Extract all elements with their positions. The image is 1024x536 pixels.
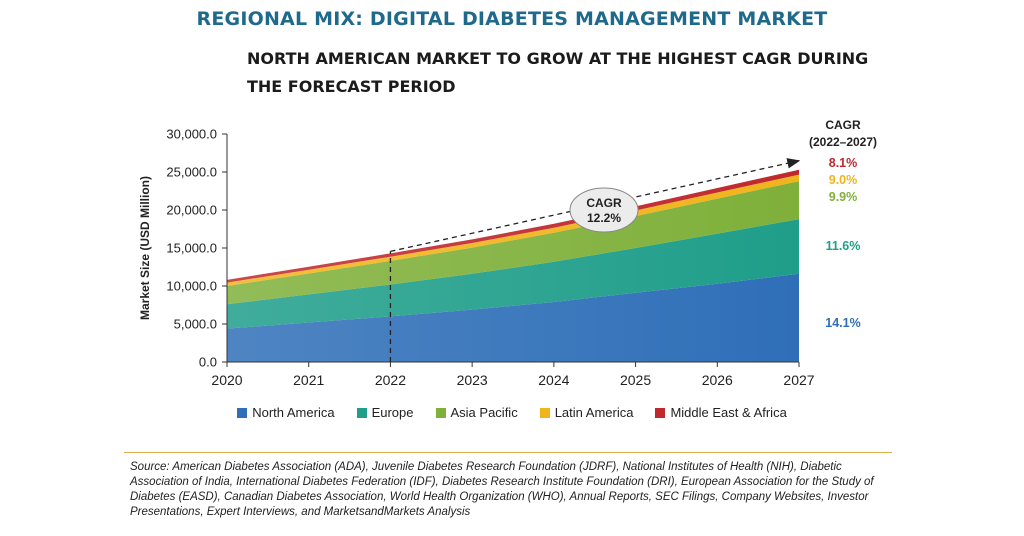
legend-swatch [356,407,367,418]
chart-title: REGIONAL MIX: DIGITAL DIABETES MANAGEMEN… [196,8,828,30]
chart-legend: North America Europe Asia Pacific Latin Ame… [0,405,1024,420]
y-tick-label: 0.0 [199,355,217,370]
x-tick-label: 2024 [538,372,569,388]
y-tick-label: 5,000.0 [174,317,217,332]
y-tick-label: 25,000.0 [166,165,217,180]
y-tick-label: 20,000.0 [166,203,217,218]
legend-item: Asia Pacific [435,405,518,420]
area-latin-america [227,174,799,286]
cagr-label-middle-east-africa: 8.1% [829,156,858,170]
legend-label: Middle East & Africa [670,405,787,420]
cagr-header-period: (2022–2027) [809,135,877,149]
legend-swatch [237,407,248,418]
legend-label: Latin America [554,405,634,420]
y-tick-label: 15,000.0 [166,241,217,256]
area-north-america [227,273,799,362]
cagr-bubble-label: CAGR [586,196,622,210]
x-tick-label: 2022 [375,372,406,388]
legend-item: North America [237,405,335,420]
y-axis-label: Market Size (USD Million) [138,176,152,320]
cagr-header-label: CAGR [825,118,861,132]
x-tick-label: 2025 [620,372,651,388]
legend-swatch [539,407,550,418]
cagr-label-latin-america: 9.0% [829,173,858,187]
legend-item: Europe [356,405,414,420]
area-asia-pacific [227,181,799,305]
stacked-area-chart: 0.0 5,000.0 10,000.0 15,000.0 20,000.0 25,000… [138,118,877,388]
chart-subtitle: NORTH AMERICAN MARKET TO GROW AT THE HIG… [247,49,869,96]
legend-item: Middle East & Africa [655,405,787,420]
cagr-label-north-america: 14.1% [825,316,860,330]
x-tick-label: 2020 [211,372,242,388]
legend-label: North America [252,405,335,420]
source-divider [124,452,892,453]
y-tick-label: 30,000.0 [166,127,217,142]
legend-label: Europe [371,405,414,420]
legend-item: Latin America [539,405,634,420]
cagr-bubble [569,187,639,233]
legend-label: Asia Pacific [450,405,518,420]
cagr-bubble-value: 12.2% [587,211,621,225]
legend-swatch [655,407,666,418]
x-tick-label: 2027 [783,372,814,388]
x-tick-label: 2026 [702,372,733,388]
source-note: Source: American Diabetes Association (A… [130,461,874,518]
cagr-label-asia-pacific: 9.9% [829,190,858,204]
x-tick-label: 2021 [293,372,324,388]
x-tick-label: 2023 [457,372,488,388]
legend-swatch [435,407,446,418]
area-europe [227,219,799,329]
area-middle-east-africa [227,169,799,283]
y-tick-label: 10,000.0 [166,279,217,294]
cagr-label-europe: 11.6% [826,239,861,253]
